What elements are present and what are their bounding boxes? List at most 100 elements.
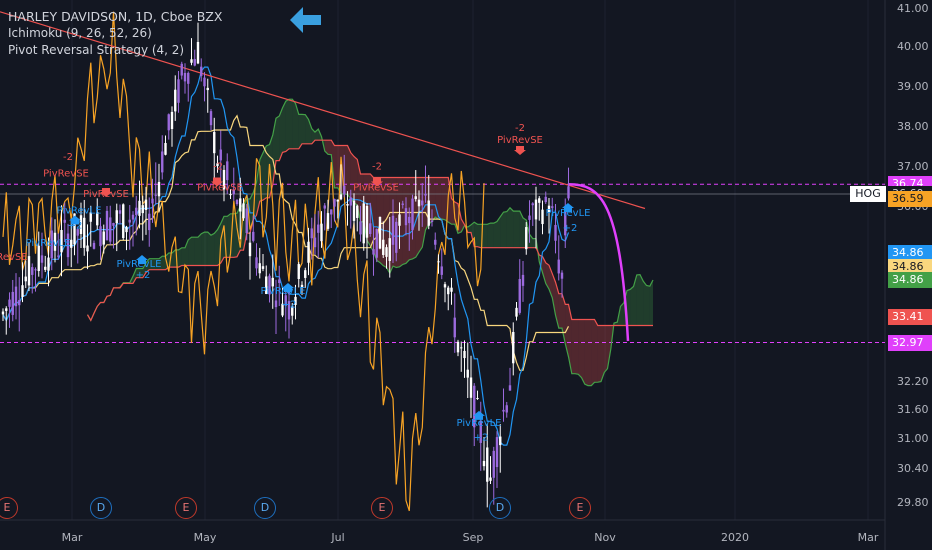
candle-body — [495, 437, 499, 468]
price-tag: 32.97 — [888, 334, 932, 351]
candle-body — [339, 194, 343, 200]
candle-body — [183, 72, 187, 82]
short-arrow-icon — [371, 177, 383, 187]
back-arrow-icon[interactable] — [287, 3, 325, 37]
cloud-segment — [571, 319, 575, 374]
candle-body — [135, 207, 138, 216]
y-tick-label: 41.00 — [897, 2, 929, 15]
candle-body — [284, 295, 287, 306]
cloud-segment — [276, 116, 280, 161]
dividend-event-icon[interactable]: D — [254, 497, 276, 519]
cloud-segment — [591, 319, 595, 386]
candle-body — [245, 208, 248, 233]
candle-body — [102, 231, 105, 245]
candle-body — [222, 169, 226, 190]
long-arrow-icon — [562, 203, 574, 212]
cloud-segment — [198, 233, 202, 266]
dividend-event-icon[interactable]: D — [90, 497, 112, 519]
cloud-segment — [506, 207, 510, 248]
candle-body — [528, 215, 531, 220]
candle-body — [47, 257, 50, 271]
candle-body — [161, 151, 164, 173]
cloud-segment — [181, 247, 185, 266]
candle-body — [385, 247, 388, 257]
candle-body — [125, 226, 128, 233]
cloud-segment — [204, 232, 208, 266]
indicator-lines — [0, 11, 654, 512]
candle-body — [447, 287, 450, 295]
signal-label: +2 — [563, 223, 578, 234]
legend-ichimoku[interactable]: Ichimoku (9, 26, 52, 26) — [8, 26, 152, 40]
dividend-event-icon[interactable]: D — [489, 497, 511, 519]
candle-body — [248, 242, 252, 257]
strategy-signals: -2PivRevSEPivRevLE+2PivRevLE+2-2PivRevSE… — [0, 123, 590, 444]
cloud-segment — [152, 258, 156, 270]
cloud-segment — [324, 140, 328, 155]
legend-strategy[interactable]: Pivot Reversal Strategy (4, 2) — [8, 43, 185, 57]
candle-body — [492, 450, 495, 478]
y-tick-label: 29.80 — [897, 496, 929, 509]
candle-body — [170, 111, 174, 129]
cloud-segment — [347, 145, 351, 199]
legend-title[interactable]: HARLEY DAVIDSON, 1D, Cboe BZX — [8, 9, 223, 24]
candle-body — [180, 63, 183, 76]
cloud-segment — [607, 325, 611, 369]
candle-body — [229, 194, 232, 196]
cloud-segment — [503, 211, 507, 248]
x-tick-label: Nov — [594, 531, 616, 544]
earnings-event-icon[interactable]: E — [175, 497, 197, 519]
candle-body — [196, 41, 200, 64]
signal-label: RevSE — [0, 252, 28, 263]
candle-body — [346, 204, 349, 206]
cloud-segment — [194, 237, 198, 266]
candle-body — [24, 276, 27, 282]
candle-body — [310, 228, 313, 239]
cloud-segment — [224, 216, 228, 258]
cloud-segment — [646, 285, 650, 326]
x-tick-label: 2020 — [721, 531, 749, 544]
x-tick-label: May — [194, 531, 217, 544]
candle-body — [131, 214, 135, 220]
candle-body — [99, 226, 102, 247]
cloud-segment — [497, 216, 501, 248]
candle-body — [521, 274, 525, 286]
candle-body — [141, 205, 144, 214]
candle-body — [34, 269, 37, 271]
cloud-segment — [269, 134, 273, 198]
candle-body — [190, 59, 193, 63]
candle-body — [391, 215, 395, 245]
cloud-segment — [584, 319, 588, 386]
candle-body — [450, 287, 453, 292]
candle-body — [395, 221, 398, 253]
candle-body — [382, 239, 385, 255]
cloud-segment — [298, 114, 302, 149]
signal-label: PivRevLE — [117, 259, 162, 270]
cloud-segment — [643, 281, 647, 326]
earnings-event-icon[interactable]: E — [569, 497, 591, 519]
candle-body — [174, 89, 177, 112]
candle-body — [502, 409, 505, 412]
cloud-segment — [263, 145, 267, 201]
cloud-segment — [633, 274, 637, 326]
candle-body — [252, 231, 255, 241]
earnings-event-icon[interactable]: E — [371, 497, 393, 519]
candle-body — [18, 300, 21, 306]
cloud-segment — [399, 177, 403, 267]
earnings-event-icon[interactable]: E — [0, 497, 18, 519]
candle-body — [92, 242, 96, 249]
candle-body — [154, 194, 157, 196]
signal-label: PivRevLE — [26, 238, 71, 249]
price-tag: 34.86 — [888, 244, 932, 261]
candle-body — [148, 213, 151, 231]
candle-body — [544, 196, 547, 203]
cloud-segment — [256, 159, 260, 216]
cloud-segment — [432, 177, 436, 222]
candle-body — [86, 245, 89, 252]
axes: Mar May Jul Sep Nov 2020 Mar 41.00 40.00 39.00 38.… — [62, 2, 929, 544]
candle-body — [531, 203, 534, 206]
cloud-segment — [516, 211, 520, 248]
x-tick-label: Sep — [463, 531, 484, 544]
cloud-segment — [292, 99, 296, 149]
candle-body — [73, 213, 76, 245]
